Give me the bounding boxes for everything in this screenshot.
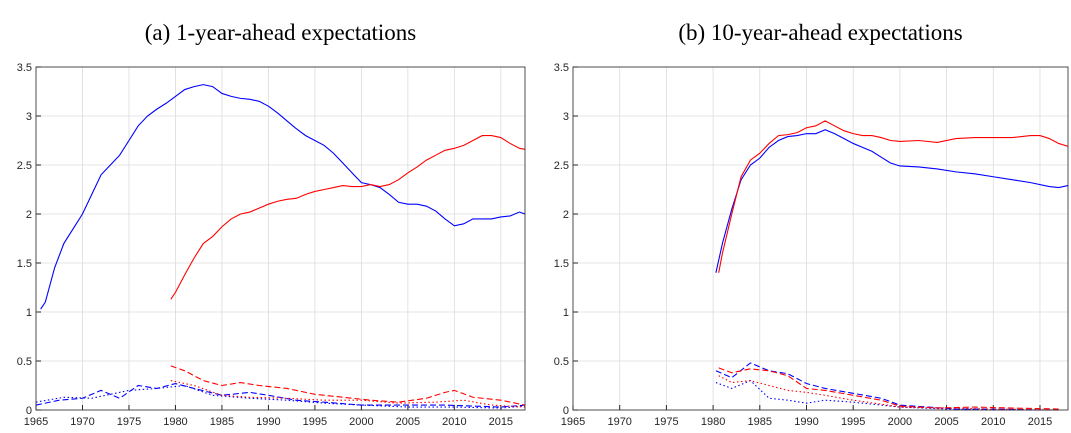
series-line <box>40 84 526 310</box>
x-tick-label: 1985 <box>210 416 234 428</box>
x-tick-label: 2000 <box>888 416 912 428</box>
plot-frame <box>572 66 1069 411</box>
panel-title: (a) 1-year-ahead expectations <box>145 20 417 45</box>
x-tick-label: 2005 <box>934 416 958 428</box>
x-tick-label: 1990 <box>794 416 818 428</box>
series-line <box>170 135 526 300</box>
x-tick-label: 2010 <box>442 416 466 428</box>
y-tick-label: 0.5 <box>554 356 569 368</box>
y-tick-label: 2 <box>563 209 569 221</box>
series-line <box>35 382 526 408</box>
plot-frame <box>35 66 526 411</box>
x-tick-label: 2010 <box>981 416 1005 428</box>
x-tick-label: 1980 <box>701 416 725 428</box>
x-tick-label: 1980 <box>163 416 187 428</box>
x-tick-label: 2015 <box>489 416 513 428</box>
panel: (a) 1-year-ahead expectations 0 0.5 1 1.5 2 2.… <box>17 20 526 428</box>
x-tick-label: 2015 <box>1028 416 1052 428</box>
y-tick-label: 3.5 <box>554 62 569 74</box>
y-tick-label: 0 <box>563 405 569 417</box>
y-tick-label: 2.5 <box>554 160 569 172</box>
y-tick-label: 3 <box>26 111 32 123</box>
x-tick-label: 1970 <box>70 416 94 428</box>
series-line <box>715 362 1059 411</box>
panel: (b) 10-year-ahead expectations 0 0.5 1 1.5 2 2… <box>554 20 1069 428</box>
series-line <box>715 129 1069 273</box>
series-line <box>718 375 1059 411</box>
x-tick-label: 1990 <box>256 416 280 428</box>
y-tick-label: 1.5 <box>17 258 32 270</box>
y-tick-label: 3.5 <box>17 62 32 74</box>
y-tick-label: 0 <box>26 405 32 417</box>
x-tick-label: 1970 <box>607 416 631 428</box>
x-tick-label: 1995 <box>841 416 865 428</box>
y-tick-label: 1 <box>26 307 32 319</box>
x-tick-label: 1995 <box>303 416 327 428</box>
y-tick-label: 3 <box>563 111 569 123</box>
series-line <box>715 379 1059 411</box>
x-tick-label: 1985 <box>748 416 772 428</box>
panel-title: (b) 10-year-ahead expectations <box>678 20 962 45</box>
y-tick-label: 1.5 <box>554 258 569 270</box>
x-tick-label: 2005 <box>396 416 420 428</box>
x-tick-label: 1975 <box>654 416 678 428</box>
x-tick-label: 1965 <box>24 416 48 428</box>
series-line <box>718 367 1059 410</box>
series-line <box>170 380 526 408</box>
x-tick-label: 1965 <box>561 416 585 428</box>
series-line <box>170 365 526 406</box>
y-tick-label: 0.5 <box>17 356 32 368</box>
series-line <box>718 120 1069 273</box>
x-tick-label: 1975 <box>117 416 141 428</box>
x-tick-label: 2000 <box>349 416 373 428</box>
series-line <box>35 384 526 409</box>
y-tick-label: 2.5 <box>17 160 32 172</box>
y-tick-label: 1 <box>563 307 569 319</box>
y-tick-label: 2 <box>26 209 32 221</box>
